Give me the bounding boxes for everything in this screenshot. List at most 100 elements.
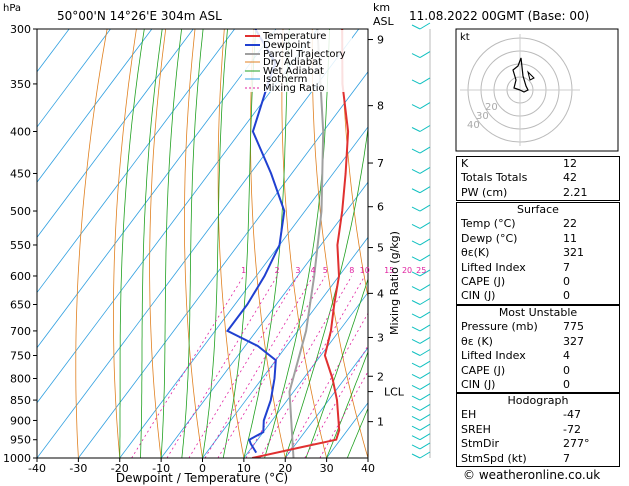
wet-adiabat-line — [202, 29, 228, 458]
wind-barb-icon — [411, 167, 431, 174]
wind-barb-icon — [411, 221, 431, 229]
pressure-tick-label: 400 — [10, 126, 31, 139]
wind-barb-icon — [411, 238, 431, 246]
isotherm-line — [37, 29, 360, 458]
legend-temperature: Temperature — [262, 31, 326, 42]
dry-adiabat-line — [112, 29, 137, 458]
wet-adiabat-line — [119, 29, 145, 458]
dry-adiabat-line — [75, 29, 108, 458]
legend-wet-adiabat: Wet Adiabat — [263, 66, 324, 77]
pressure-tick-label: 550 — [10, 239, 31, 252]
km-tick-label: 4 — [377, 287, 384, 300]
temperature-tick-label: -40 — [28, 462, 46, 475]
most-unstable-title: Most Unstable — [498, 306, 578, 319]
wind-barb-icon — [411, 403, 431, 411]
km-tick-label: 5 — [377, 242, 384, 255]
mixing-ratio-line — [131, 275, 244, 458]
wet-adiabat-line — [346, 407, 368, 458]
wet-adiabat-line — [284, 125, 368, 458]
surface-title: Surface — [517, 203, 559, 216]
wind-barb-icon — [411, 204, 431, 212]
wet-adiabat-line — [264, 29, 330, 458]
wind-barb-icon — [411, 451, 431, 459]
isotherm-line — [160, 181, 368, 458]
mixing-ratio-label: 15 — [384, 266, 394, 275]
wind-barb-icon — [411, 360, 431, 368]
pressure-tick-label: 900 — [10, 414, 31, 427]
pressure-tick-label: 600 — [10, 270, 31, 283]
km-tick-label: 2 — [377, 370, 384, 383]
hodograph-ring-20: 20 — [485, 102, 498, 113]
pressure-tick-label: 950 — [10, 434, 31, 447]
mixing-ratio-label: 4 — [311, 266, 316, 275]
mixing-ratio-label: 8 — [349, 266, 354, 275]
hodograph-title: Hodograph — [507, 394, 569, 407]
mixing-ratio-label: 25 — [416, 266, 426, 275]
hodograph-table: Hodograph EH -47 SREH -72 StmDir 277° StmSp… — [456, 393, 620, 468]
wind-barb-icon — [411, 393, 431, 401]
surface-table: Surface Temp (°C) 22 Dewp (°C) 11 θε(K) 321… — [456, 202, 620, 305]
wind-barb-icon — [411, 254, 431, 262]
mixing-ratio-line — [217, 275, 326, 458]
hodograph-trace — [512, 57, 529, 93]
temperature-line — [251, 29, 350, 458]
mixing-ratio-label: 5 — [323, 266, 328, 275]
most-unstable-table: Most Unstable Pressure (mb) 775 θε (K) 327… — [456, 305, 620, 394]
mixing-ratio-line — [166, 275, 278, 458]
km-tick-label: 3 — [377, 331, 384, 344]
isotherm-line — [243, 291, 368, 458]
isotherm-line — [37, 29, 235, 294]
parcel-trajectory-line — [288, 29, 325, 458]
x-axis-label: Dewpoint / Temperature (°C) — [116, 471, 288, 485]
legend-parcel: Parcel Trajectory — [263, 49, 346, 60]
km-tick-label: 6 — [377, 201, 384, 214]
pressure-tick-label: 850 — [10, 394, 31, 407]
mixing-ratio-line — [259, 275, 366, 458]
isotherm-line — [37, 29, 153, 183]
mixing-ratio-label: 10 — [360, 266, 370, 275]
asl-label: ASL — [373, 15, 395, 28]
temperature-tick-label: 40 — [361, 462, 375, 475]
temperature-tick-label: -10 — [152, 462, 170, 475]
temperature-tick-label: 20 — [278, 462, 292, 475]
pressure-tick-label: 300 — [10, 23, 31, 36]
wind-barb-icon — [411, 125, 431, 132]
dry-adiabat-line — [281, 29, 327, 458]
dry-adiabat-line — [217, 29, 245, 458]
wind-barb-icon — [411, 324, 431, 332]
wind-barb-icon — [411, 186, 431, 194]
dry-adiabat-line — [149, 29, 167, 458]
wind-barb-icon — [411, 298, 431, 305]
pressure-tick-label: 500 — [10, 205, 31, 218]
wet-adiabat-line — [160, 29, 182, 458]
hodograph-ring-30: 30 — [476, 111, 489, 122]
hodograph-kt-label: kt — [460, 32, 470, 43]
temperature-tick-label: 0 — [199, 462, 206, 475]
wind-barb-icon — [411, 22, 431, 30]
mixing-ratio-line — [188, 275, 299, 458]
legend-isotherm: Isotherm — [263, 74, 307, 85]
mixing-ratio-label: 20 — [402, 266, 412, 275]
temperature-tick-label: 10 — [237, 462, 251, 475]
pressure-tick-label: 1000 — [3, 452, 31, 465]
wind-barb-icon — [411, 77, 431, 85]
wet-adiabat-line — [305, 277, 368, 458]
pressure-tick-label: 650 — [10, 299, 31, 312]
km-tick-label: 7 — [377, 157, 384, 170]
wind-barb-icon — [411, 349, 431, 356]
datetime-title: 11.08.2022 00GMT (Base: 00) — [409, 9, 589, 23]
km-tick-label: 9 — [377, 34, 384, 47]
legend-dewpoint: Dewpoint — [263, 40, 311, 51]
location-title: 50°00'N 14°26'E 304m ASL — [57, 9, 222, 23]
temperature-tick-label: -20 — [111, 462, 129, 475]
indices-table: K 12 Totals Totals 42 PW (cm) 2.21 — [456, 156, 620, 202]
wind-barb-icon — [411, 269, 431, 277]
legend-dry-adiabat: Dry Adiabat — [263, 57, 322, 68]
isotherm-line — [37, 29, 194, 239]
isotherm-line — [202, 236, 368, 458]
mixing-ratio-label: 2 — [275, 266, 280, 275]
wind-barb-icon — [411, 102, 431, 109]
isotherm-line — [37, 29, 111, 128]
isotherm-line — [37, 29, 318, 404]
